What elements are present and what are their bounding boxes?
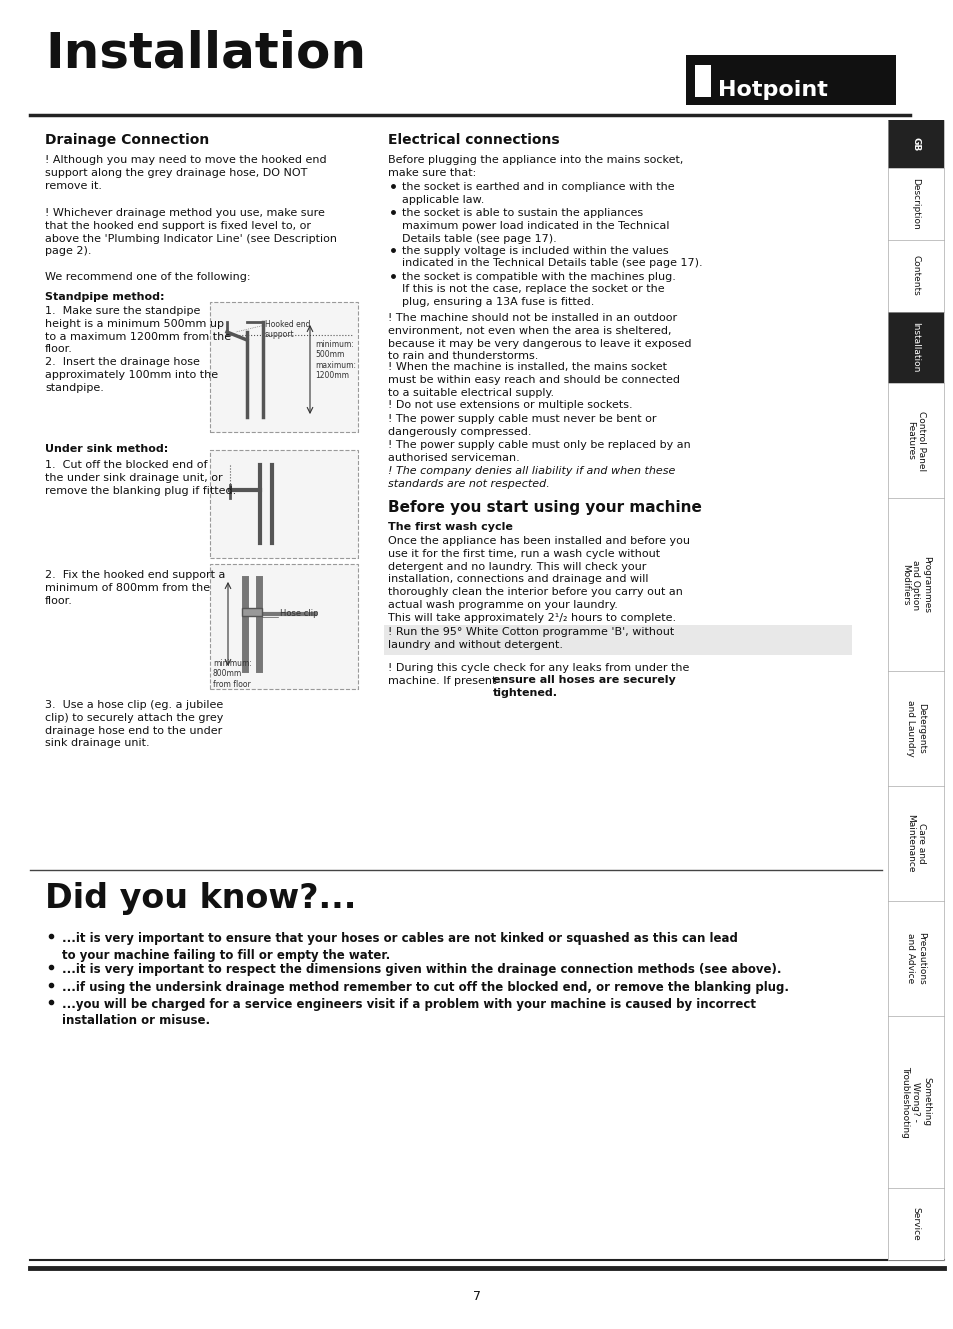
Bar xyxy=(887,498,943,671)
Text: Control Panel
Features: Control Panel Features xyxy=(905,411,924,470)
Text: Precautions
and Advice: Precautions and Advice xyxy=(905,932,924,985)
Bar xyxy=(887,384,943,498)
Text: Before plugging the appliance into the mains socket,
make sure that:: Before plugging the appliance into the m… xyxy=(388,155,682,178)
Text: Service: Service xyxy=(910,1207,920,1241)
Bar xyxy=(887,785,943,901)
Text: the socket is earthed and in compliance with the
applicable law.: the socket is earthed and in compliance … xyxy=(401,182,674,205)
Text: Installation: Installation xyxy=(910,323,920,372)
Text: ...you will be charged for a service engineers visit if a problem with your mach: ...you will be charged for a service eng… xyxy=(62,998,755,1027)
Bar xyxy=(695,65,710,97)
Text: Hose clip: Hose clip xyxy=(280,610,318,618)
Text: GB: GB xyxy=(910,137,920,152)
Text: Description: Description xyxy=(910,178,920,230)
Bar xyxy=(210,563,357,688)
Text: ! Do not use extensions or multiple sockets.: ! Do not use extensions or multiple sock… xyxy=(388,400,632,409)
Text: 3.  Use a ​hose clip (eg. a jubilee
clip) to securely attach the grey
drainage h: 3. Use a ​hose clip (eg. a jubilee clip)… xyxy=(45,700,223,748)
Text: Once the appliance has been installed and before you
use it for the first time, : Once the appliance has been installed an… xyxy=(388,536,689,623)
Text: Electrical connections: Electrical connections xyxy=(388,133,559,148)
Bar xyxy=(887,1188,943,1260)
Text: Detergents
and Laundry: Detergents and Laundry xyxy=(905,700,924,756)
Text: minimum:
800mm
from floor: minimum: 800mm from floor xyxy=(213,659,252,688)
Text: ...if using the undersink drainage method remember to cut off the blocked end, o: ...if using the undersink drainage metho… xyxy=(62,981,788,994)
Text: Hooked end
support: Hooked end support xyxy=(265,320,310,339)
Text: Did you know?...: Did you know?... xyxy=(45,882,356,914)
Text: Installation: Installation xyxy=(45,31,366,78)
Text: We recommend one of the following:: We recommend one of the following: xyxy=(45,272,251,282)
Bar xyxy=(210,302,357,432)
Text: ! Run the 95° White Cotton programme 'B', without
laundry and without detergent.: ! Run the 95° White Cotton programme 'B'… xyxy=(388,627,674,650)
Text: ! During this cycle check for any leaks from under the
machine. If present: ! During this cycle check for any leaks … xyxy=(388,663,689,686)
Bar xyxy=(887,120,943,167)
Text: Care and
Maintenance: Care and Maintenance xyxy=(905,815,924,873)
Bar xyxy=(887,239,943,311)
Text: ...it is very important to respect the dimensions given within the drainage conn: ...it is very important to respect the d… xyxy=(62,964,781,975)
Text: Before you start using your machine: Before you start using your machine xyxy=(388,500,701,516)
Text: Under sink method:: Under sink method: xyxy=(45,444,168,455)
Text: The first wash cycle: The first wash cycle xyxy=(388,522,513,532)
Text: Hotpoint: Hotpoint xyxy=(718,80,827,100)
Text: Programmes
and Option
Modifiers: Programmes and Option Modifiers xyxy=(901,556,930,613)
Bar xyxy=(887,311,943,384)
Text: ! Whichever drainage method you use, make sure
that the hooked end support is fi: ! Whichever drainage method you use, mak… xyxy=(45,209,336,256)
Text: Something
Wrong? -
Troubleshooting: Something Wrong? - Troubleshooting xyxy=(901,1066,930,1138)
Bar xyxy=(685,54,895,105)
Text: ...it is very important to ensure that your hoses or cables are not kinked or sq: ...it is very important to ensure that y… xyxy=(62,932,737,961)
Text: the supply voltage is included within the values
indicated in the Technical Deta: the supply voltage is included within th… xyxy=(401,246,702,268)
Text: the socket is compatible with the machines plug.
If this is not the case, replac: the socket is compatible with the machin… xyxy=(401,271,675,307)
Text: Standpipe method:: Standpipe method: xyxy=(45,292,164,302)
Text: ensure all hoses are securely
tightened.: ensure all hoses are securely tightened. xyxy=(493,675,675,698)
Bar xyxy=(242,607,262,617)
Text: Contents: Contents xyxy=(910,255,920,296)
Text: ! The power supply cable must only be replaced by an
authorised serviceman.: ! The power supply cable must only be re… xyxy=(388,440,690,462)
Text: 1.  Cut off the blocked end of
the under sink drainage unit, or
remove the blank: 1. Cut off the blocked end of the under … xyxy=(45,460,236,496)
Text: ! The power supply cable must never be bent or
dangerously compressed.: ! The power supply cable must never be b… xyxy=(388,415,656,437)
Text: 2.  Fix the hooked end support a
​minimum of 800mm from the
floor.: 2. Fix the hooked end support a ​minimum… xyxy=(45,570,225,606)
Text: ! When the machine is installed, the mains socket
must be within easy reach and : ! When the machine is installed, the mai… xyxy=(388,361,679,397)
Bar xyxy=(887,671,943,785)
Bar xyxy=(887,901,943,1015)
Bar xyxy=(210,451,357,558)
Text: the socket is able to sustain the appliances
maximum power load indicated in the: the socket is able to sustain the applia… xyxy=(401,209,669,243)
Text: ! Although you may need to move the hooked end
support along the grey drainage h: ! Although you may need to move the hook… xyxy=(45,155,326,190)
Text: 1.  Make sure the standpipe
height is a ​minimum 500mm up
to a ​maximum 1200mm f: 1. Make sure the standpipe height is a ​… xyxy=(45,306,231,393)
Text: 7: 7 xyxy=(473,1290,480,1302)
Bar xyxy=(384,625,851,655)
Text: ! The company denies all liability if and when these
standards are not respected: ! The company denies all liability if an… xyxy=(388,466,675,489)
Bar xyxy=(887,1015,943,1188)
Bar xyxy=(887,167,943,239)
Text: ! The machine should not be installed in an outdoor
environment, not even when t: ! The machine should not be installed in… xyxy=(388,314,691,361)
Text: Drainage Connection: Drainage Connection xyxy=(45,133,209,148)
Text: minimum:
500mm
maximum:
1200mm: minimum: 500mm maximum: 1200mm xyxy=(314,340,355,380)
